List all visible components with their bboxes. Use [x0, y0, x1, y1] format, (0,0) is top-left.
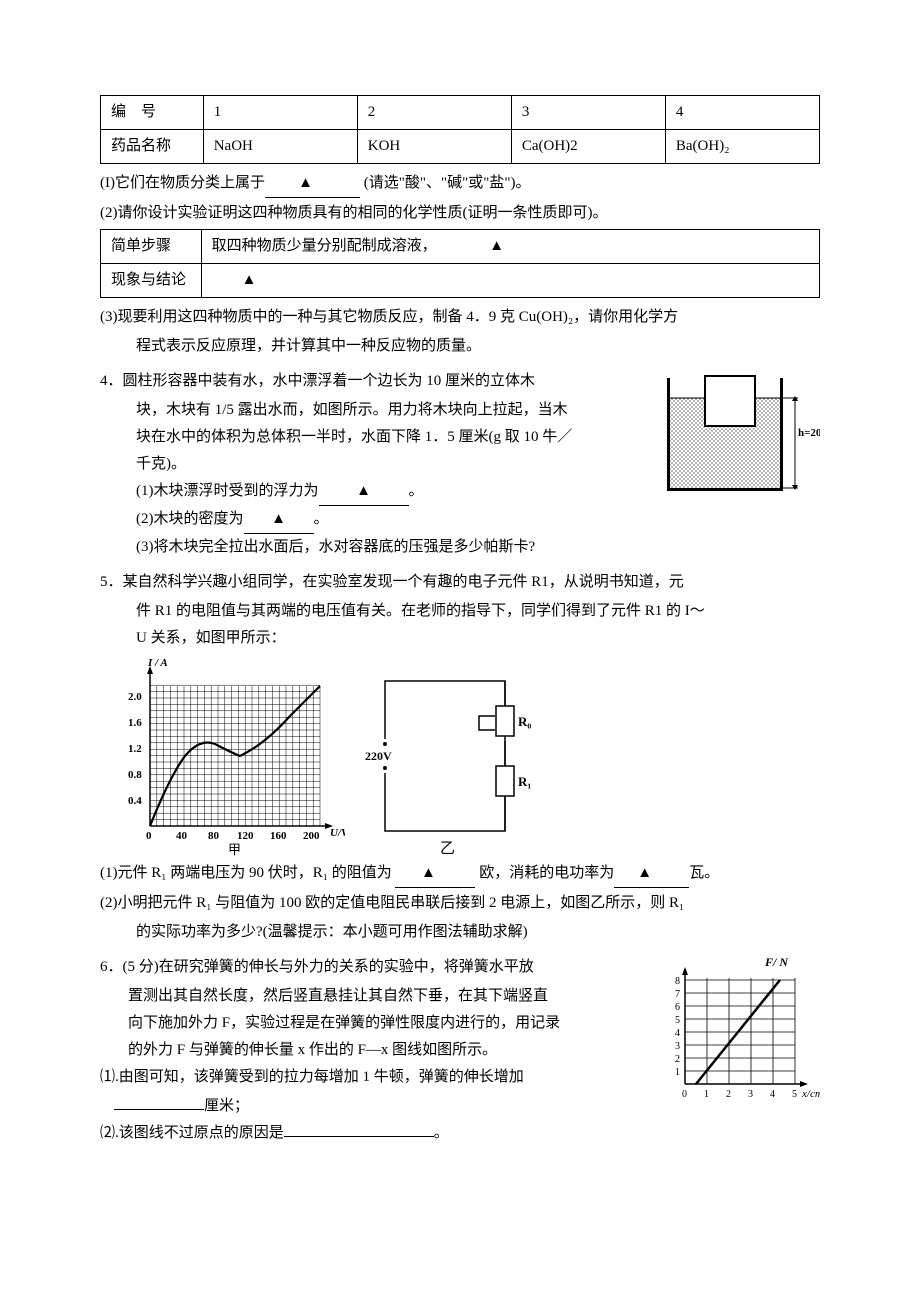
- question-5: 5．某自然科学兴趣小组同学，在实验室发现一个有趣的电子元件 R1，从说明书知道，…: [100, 569, 820, 946]
- svg-text:220V: 220V: [365, 749, 392, 763]
- experiment-table: 简单步骤 取四种物质少量分别配制成溶液， ▲ 现象与结论 ▲: [100, 229, 820, 298]
- question-3-l1: (3)现要利用这四种物质中的一种与其它物质反应，制备 4．9 克 Cu(OH)₂…: [100, 304, 820, 331]
- q6-s2: ⑵.该图线不过原点的原因是。: [100, 1120, 820, 1147]
- svg-text:5: 5: [792, 1089, 797, 1100]
- svg-text:1.6: 1.6: [128, 717, 142, 729]
- cell-2: KOH: [357, 130, 511, 164]
- svg-text:x/cm: x/cm: [801, 1088, 820, 1100]
- question-2-text: (2)请你设计实验证明这四种物质具有的相同的化学性质(证明一条性质即可)。: [100, 200, 820, 227]
- svg-text:2: 2: [726, 1089, 731, 1100]
- svg-text:1: 1: [704, 1089, 709, 1100]
- svg-text:2.0: 2.0: [128, 691, 142, 703]
- svg-text:8: 8: [675, 976, 680, 987]
- svg-text:80: 80: [208, 830, 220, 842]
- svg-text:R₁: R₁: [518, 774, 531, 789]
- q5-l1: 5．某自然科学兴趣小组同学，在实验室发现一个有趣的电子元件 R1，从说明书知道，…: [100, 569, 820, 596]
- svg-text:0: 0: [682, 1089, 687, 1100]
- svg-text:4: 4: [770, 1089, 775, 1100]
- svg-text:6: 6: [675, 1002, 680, 1013]
- svg-text:F/ N: F/ N: [764, 955, 789, 969]
- cylinder-diagram: h=20 厘米: [665, 368, 820, 498]
- q5-l2: 件 R1 的电阻值与其两端的电压值有关。在老师的指导下，同学们得到了元件 R1 …: [100, 598, 820, 625]
- question-I: (I)它们在物质分类上属于▲ (请选"酸"、"碱"或"盐")。: [100, 170, 820, 198]
- qI-prefix: (I)它们在物质分类上属于: [100, 175, 265, 191]
- th-4: 4: [665, 96, 819, 130]
- question-3-l2: 程式表示反应原理，并计算其中一种反应物的质量。: [100, 333, 820, 360]
- row-label: 药品名称: [101, 130, 204, 164]
- th-number: 编 号: [101, 96, 204, 130]
- q4-s2: (2)木块的密度为▲。: [100, 506, 820, 534]
- svg-text:2: 2: [675, 1054, 680, 1065]
- q5-s2a: (2)小明把元件 R₁ 与阻值为 100 欧的定值电阻民串联后接到 2 电源上，…: [100, 890, 820, 917]
- svg-text:0: 0: [146, 830, 152, 842]
- question-4: h=20 厘米 4．圆柱形容器中装有水，水中漂浮着一个边长为 10 厘米的立体木…: [100, 368, 820, 561]
- exp-row2-label: 现象与结论: [101, 264, 202, 298]
- svg-text:40: 40: [176, 830, 188, 842]
- q5-figures: I / A 0.4 0.8 1.2 1.6 2.0 0 40 80 1: [100, 656, 820, 856]
- question-6: F/ N 12 34 56 78 01 23: [100, 954, 820, 1149]
- svg-text:4: 4: [675, 1028, 680, 1039]
- q5-s2b: 的实际功率为多少?(温馨提示：本小题可用作图法辅助求解): [100, 919, 820, 946]
- svg-text:1.2: 1.2: [128, 743, 142, 755]
- svg-text:7: 7: [675, 989, 680, 1000]
- q4-s3: (3)将木块完全拉出水面后，水对容器底的压强是多少帕斯卡?: [100, 534, 820, 561]
- medicine-table: 编 号 1 2 3 4 药品名称 NaOH KOH Ca(OH)2 Ba(OH)…: [100, 95, 820, 164]
- svg-text:1: 1: [675, 1067, 680, 1078]
- fx-chart: F/ N 12 34 56 78 01 23: [655, 954, 820, 1104]
- svg-text:乙: 乙: [440, 841, 455, 856]
- iu-chart: I / A 0.4 0.8 1.2 1.6 2.0 0 40 80 1: [120, 656, 345, 856]
- svg-text:5: 5: [675, 1015, 680, 1026]
- q5-l3: U 关系，如图甲所示：: [100, 625, 820, 652]
- exp-row1-content: 取四种物质少量分别配制成溶液， ▲: [201, 230, 819, 264]
- svg-text:R₀: R₀: [518, 714, 531, 729]
- th-1: 1: [203, 96, 357, 130]
- exp-row2-content: ▲: [201, 264, 819, 298]
- q5-s1: (1)元件 R₁ 两端电压为 90 伏时，R₁ 的阻值为 ▲ 欧，消耗的电功率为…: [100, 860, 820, 888]
- h-label: h=20 厘米: [798, 425, 820, 439]
- svg-text:160: 160: [270, 830, 287, 842]
- circuit-diagram: 220V R₀ R₁ 乙: [365, 666, 535, 856]
- th-3: 3: [511, 96, 665, 130]
- qI-blank: ▲: [265, 170, 360, 198]
- svg-text:120: 120: [237, 830, 254, 842]
- svg-text:U/V: U/V: [330, 827, 345, 839]
- svg-text:200: 200: [303, 830, 320, 842]
- svg-text:0.8: 0.8: [128, 769, 142, 781]
- qI-suffix: (请选"酸"、"碱"或"盐")。: [360, 175, 530, 191]
- svg-text:3: 3: [675, 1041, 680, 1052]
- cell-4: Ba(OH)₂: [665, 130, 819, 164]
- cell-3: Ca(OH)2: [511, 130, 665, 164]
- cell-1: NaOH: [203, 130, 357, 164]
- svg-text:3: 3: [748, 1089, 753, 1100]
- exp-row1-label: 简单步骤: [101, 230, 202, 264]
- svg-text:甲: 甲: [228, 842, 241, 856]
- svg-text:0.4: 0.4: [128, 795, 142, 807]
- th-2: 2: [357, 96, 511, 130]
